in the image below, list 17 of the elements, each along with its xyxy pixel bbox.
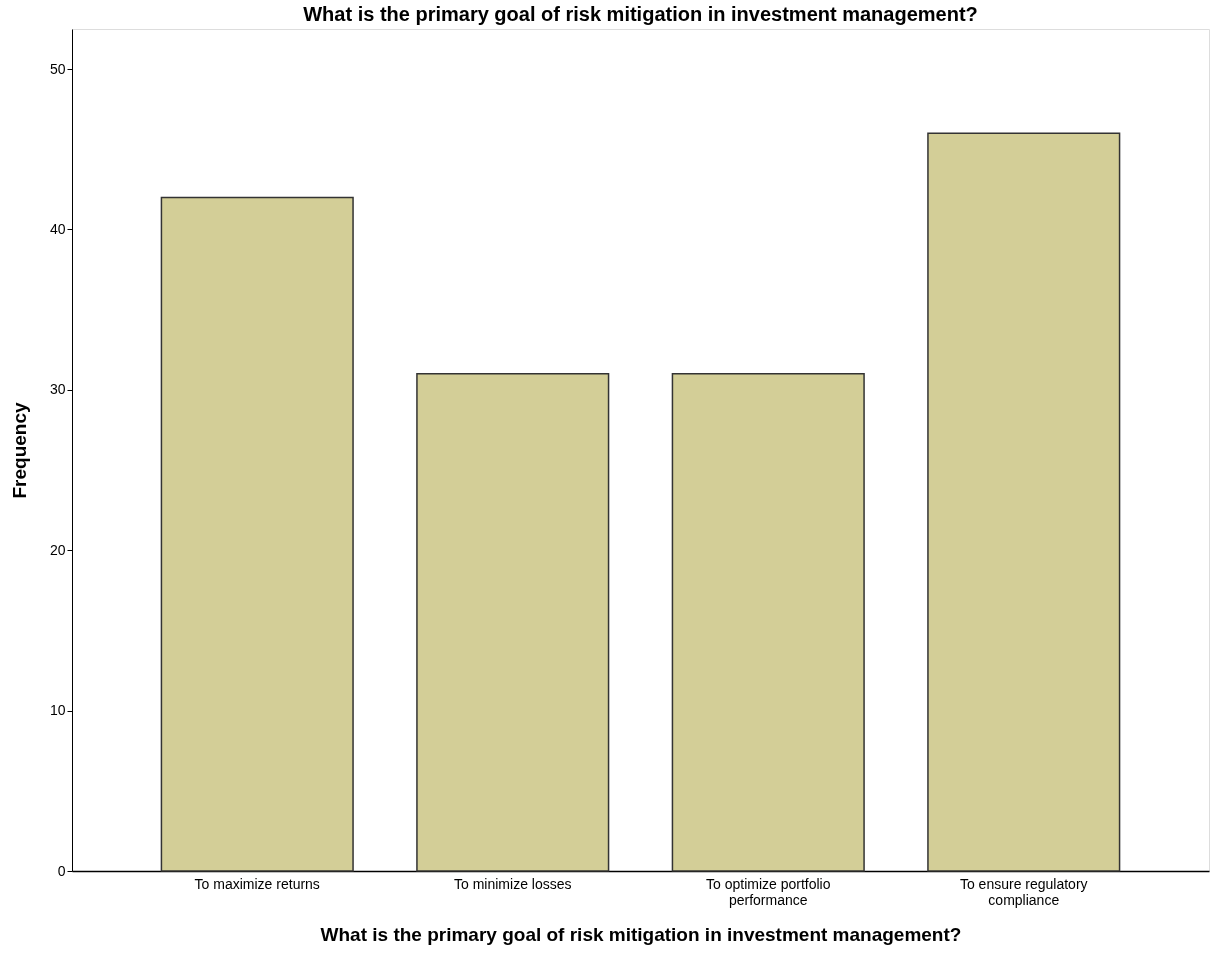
y-axis-title: Frequency — [8, 402, 30, 499]
chart-title: What is the primary goal of risk mitigation in investment management? — [303, 3, 978, 25]
y-tick-label: 20 — [49, 541, 66, 558]
y-tick-label: 30 — [49, 381, 66, 398]
y-tick-label: 10 — [49, 702, 66, 719]
y-tick-label: 40 — [49, 220, 66, 237]
bar — [416, 373, 610, 872]
x-axis-title: What is the primary goal of risk mitigation in investment management? — [320, 923, 962, 945]
x-tick-label: To minimize losses — [454, 875, 572, 892]
bar — [927, 132, 1121, 872]
x-tick-label: To maximize returns — [194, 875, 320, 892]
y-tick-label: 0 — [57, 862, 66, 879]
bar — [160, 196, 354, 872]
x-tick-label: To ensure regulatory compliance — [959, 875, 1088, 908]
y-tick-label: 50 — [49, 60, 66, 77]
x-tick-label: To optimize portfolio performance — [705, 875, 831, 908]
bar — [671, 373, 865, 872]
